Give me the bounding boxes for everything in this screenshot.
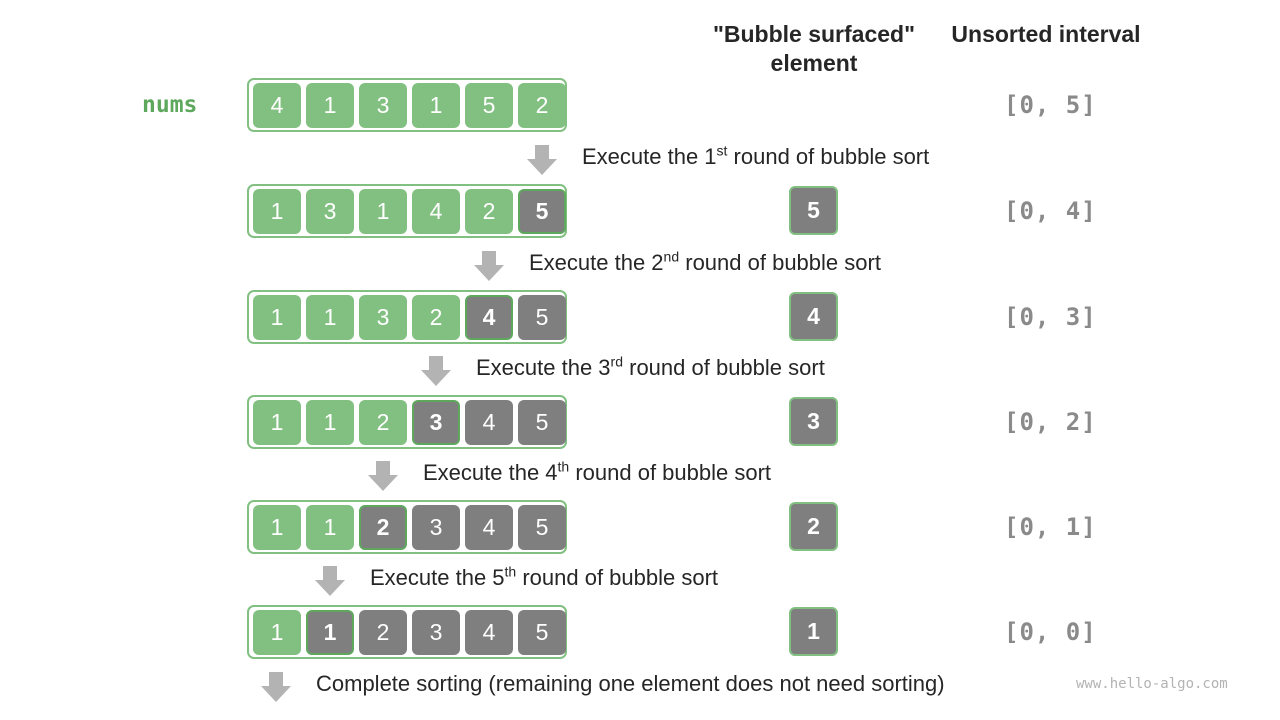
bubble-element-header: "Bubble surfaced" element: [700, 20, 928, 78]
step-caption-text: round of bubble sort: [569, 460, 772, 485]
array-cell: 3: [306, 189, 354, 234]
array-cell: 4: [465, 295, 513, 340]
array-cell: 1: [253, 400, 301, 445]
step-caption-text: Complete sorting (remaining one element …: [316, 671, 945, 696]
step-caption-text: Execute the 4: [423, 460, 558, 485]
step-caption-text: round of bubble sort: [679, 250, 881, 275]
unsorted-interval-value: [0, 3]: [1004, 303, 1097, 331]
array-cell: 4: [465, 400, 513, 445]
bubbled-element: 1: [789, 607, 838, 656]
down-arrow-icon: [314, 566, 346, 598]
ordinal-suffix: st: [716, 142, 728, 159]
array-label: nums: [142, 92, 198, 118]
step-caption: Execute the 4th round of bubble sort: [423, 460, 771, 486]
array-cell: 2: [465, 189, 513, 234]
down-arrow-icon: [420, 356, 452, 388]
down-arrow-icon: [260, 672, 292, 704]
array-cell: 3: [359, 295, 407, 340]
array-cell: 2: [359, 505, 407, 550]
array-cell: 2: [412, 295, 460, 340]
step-caption-text: round of bubble sort: [623, 355, 825, 380]
unsorted-interval-value: [0, 0]: [1004, 618, 1097, 646]
down-arrow-icon: [526, 145, 558, 177]
array-cell: 5: [518, 400, 566, 445]
ordinal-suffix: th: [557, 458, 570, 475]
step-caption: Execute the 1st round of bubble sort: [582, 144, 929, 170]
array-cell: 1: [306, 610, 354, 655]
bubbled-element: 3: [789, 397, 838, 446]
array-cell: 5: [518, 189, 566, 234]
step-caption-text: Execute the 3: [476, 355, 611, 380]
array-cell: 1: [306, 505, 354, 550]
array-cell: 1: [253, 189, 301, 234]
step-caption: Execute the 2nd round of bubble sort: [529, 250, 881, 276]
step-caption-text: Execute the 2: [529, 250, 664, 275]
bubbled-element: 2: [789, 502, 838, 551]
array-cell: 3: [412, 610, 460, 655]
array-cell: 4: [465, 610, 513, 655]
unsorted-interval-value: [0, 1]: [1004, 513, 1097, 541]
array-cell: 1: [306, 295, 354, 340]
array-cell: 2: [518, 83, 566, 128]
array-cell: 1: [253, 295, 301, 340]
bubbled-element: 5: [789, 186, 838, 235]
array-cell: 5: [518, 505, 566, 550]
array-cell: 5: [465, 83, 513, 128]
bubble-header-line1: "Bubble surfaced": [712, 21, 915, 47]
bubbled-element: 4: [789, 292, 838, 341]
array-cell: 2: [359, 400, 407, 445]
bubble-header-line2: element: [770, 50, 858, 76]
array-cell: 2: [359, 610, 407, 655]
step-caption: Complete sorting (remaining one element …: [316, 671, 945, 697]
array-cell: 3: [359, 83, 407, 128]
ordinal-suffix: rd: [610, 353, 623, 370]
step-caption-text: Execute the 5: [370, 565, 505, 590]
array-cell: 3: [412, 505, 460, 550]
array-cell: 1: [412, 83, 460, 128]
step-caption: Execute the 3rd round of bubble sort: [476, 355, 825, 381]
down-arrow-icon: [473, 251, 505, 283]
step-caption-text: round of bubble sort: [727, 144, 930, 169]
array-cell: 4: [412, 189, 460, 234]
watermark: www.hello-algo.com: [1076, 676, 1228, 692]
array-cell: 1: [253, 505, 301, 550]
array-cell: 1: [306, 83, 354, 128]
array-cell: 5: [518, 610, 566, 655]
down-arrow-icon: [367, 461, 399, 493]
array-cell: 1: [359, 189, 407, 234]
array-cell: 1: [253, 610, 301, 655]
ordinal-suffix: nd: [663, 248, 680, 265]
array-cell: 4: [465, 505, 513, 550]
step-caption-text: Execute the 1: [582, 144, 717, 169]
unsorted-interval-value: [0, 2]: [1004, 408, 1097, 436]
unsorted-interval-value: [0, 5]: [1004, 91, 1097, 119]
ordinal-suffix: th: [504, 563, 517, 580]
step-caption: Execute the 5th round of bubble sort: [370, 565, 718, 591]
step-caption-text: round of bubble sort: [516, 565, 719, 590]
unsorted-interval-header: Unsorted interval: [951, 21, 1141, 47]
array-cell: 1: [306, 400, 354, 445]
array-cell: 3: [412, 400, 460, 445]
array-cell: 5: [518, 295, 566, 340]
unsorted-interval-value: [0, 4]: [1004, 197, 1097, 225]
array-cell: 4: [253, 83, 301, 128]
